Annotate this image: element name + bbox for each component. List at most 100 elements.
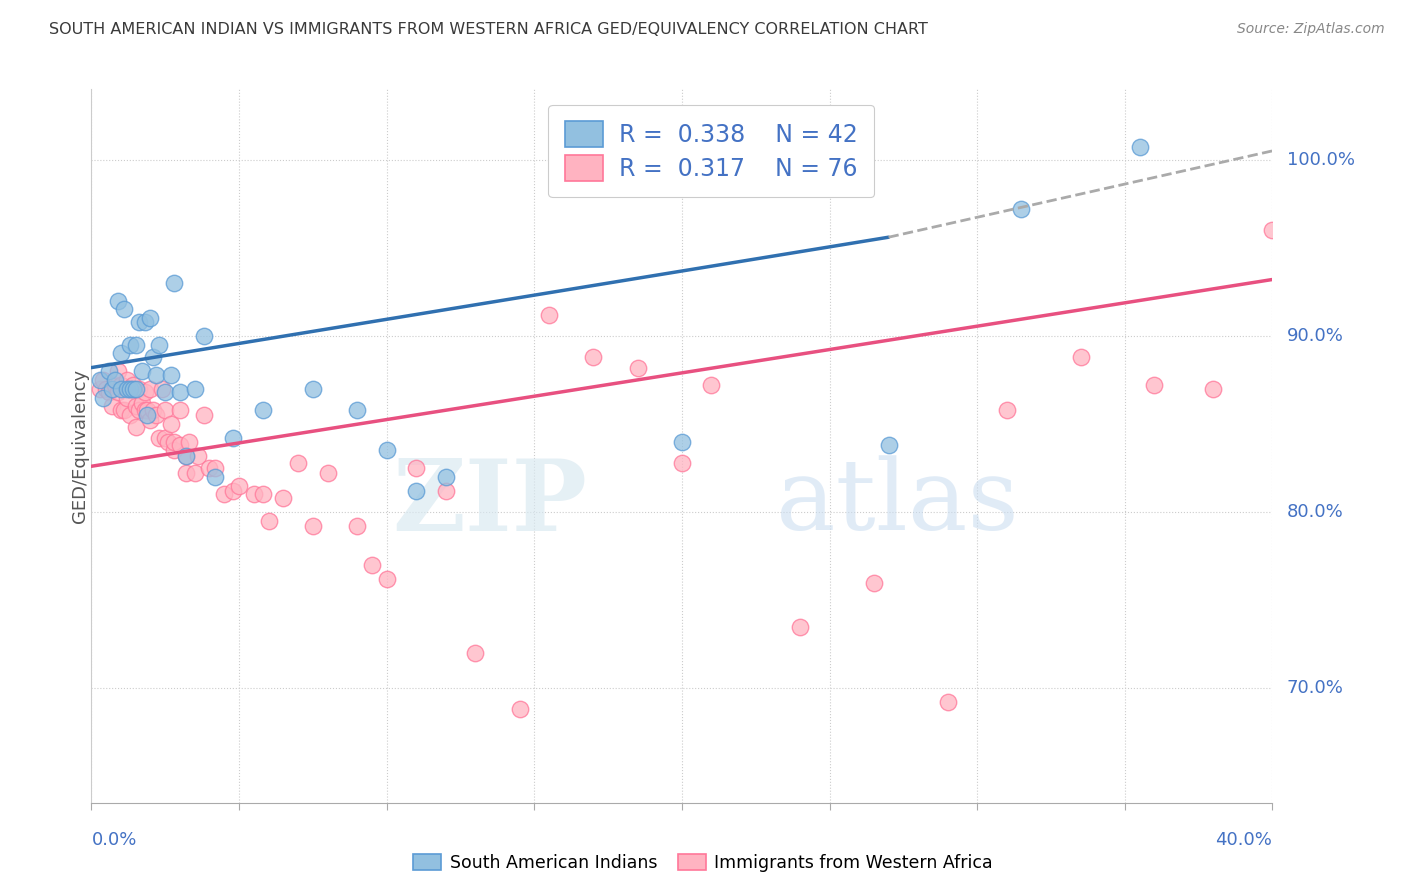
Point [273,491,295,505]
Point [153,385,177,400]
Point [434,483,457,498]
Point [121,378,143,392]
Point [112,403,135,417]
Point [142,350,165,364]
Point [153,403,177,417]
Point [877,438,900,452]
Point [252,487,274,501]
Point [287,456,309,470]
Point [214,487,236,501]
Point [121,382,143,396]
Point [163,276,186,290]
Point [204,461,226,475]
Point [228,478,250,492]
Point [464,646,486,660]
Point [174,467,197,481]
Point [193,408,215,422]
Point [222,431,245,445]
Point [148,431,170,445]
Point [89,373,111,387]
Point [198,461,221,475]
Text: 0.0%: 0.0% [91,831,136,849]
Point [104,373,127,387]
Point [257,514,280,528]
Point [1261,223,1284,237]
Point [118,337,141,351]
Point [91,391,114,405]
Point [169,385,191,400]
Point [89,382,111,396]
Point [163,434,186,449]
Point [104,378,127,392]
Point [160,368,183,382]
Point [252,403,274,417]
Text: 70.0%: 70.0% [1286,680,1344,698]
Point [157,434,180,449]
Point [115,373,138,387]
Point [405,483,427,498]
Point [131,364,153,378]
Point [107,385,129,400]
Point [110,346,132,360]
Point [1010,202,1032,216]
Point [115,382,138,396]
Point [301,382,323,396]
Point [124,382,148,396]
Point [101,382,124,396]
Point [118,382,141,396]
Text: 40.0%: 40.0% [1216,831,1272,849]
Point [360,558,382,572]
Point [124,420,148,434]
Point [134,403,156,417]
Point [107,293,129,308]
Point [1129,140,1152,154]
Point [183,382,207,396]
Point [91,373,114,387]
Text: 90.0%: 90.0% [1286,326,1344,345]
Point [537,308,560,322]
Point [128,382,150,396]
Point [136,408,159,422]
Point [375,572,398,586]
Point [148,337,170,351]
Point [98,385,121,400]
Point [936,695,959,709]
Point [1069,350,1091,364]
Point [434,470,457,484]
Point [1202,382,1225,396]
Point [139,382,162,396]
Point [115,391,138,405]
Legend: R =  0.338    N = 42, R =  0.317    N = 76: R = 0.338 N = 42, R = 0.317 N = 76 [548,104,875,197]
Point [177,434,200,449]
Point [142,403,165,417]
Point [134,385,156,400]
Point [124,337,148,351]
Point [124,400,148,414]
Point [243,487,266,501]
Point [112,302,135,317]
Point [671,434,693,449]
Point [139,311,162,326]
Point [700,378,723,392]
Point [101,400,124,414]
Point [301,519,323,533]
Point [163,443,186,458]
Point [862,575,886,590]
Point [131,396,153,410]
Text: ZIP: ZIP [392,455,588,551]
Point [118,408,141,422]
Point [509,702,531,716]
Point [405,461,427,475]
Legend: South American Indians, Immigrants from Western Africa: South American Indians, Immigrants from … [406,847,1000,879]
Point [174,449,197,463]
Point [183,467,207,481]
Point [222,483,245,498]
Text: atlas: atlas [776,455,1019,551]
Point [134,315,156,329]
Point [316,467,339,481]
Point [98,364,121,378]
Point [139,413,162,427]
Point [169,438,191,452]
Point [995,403,1018,417]
Point [204,470,226,484]
